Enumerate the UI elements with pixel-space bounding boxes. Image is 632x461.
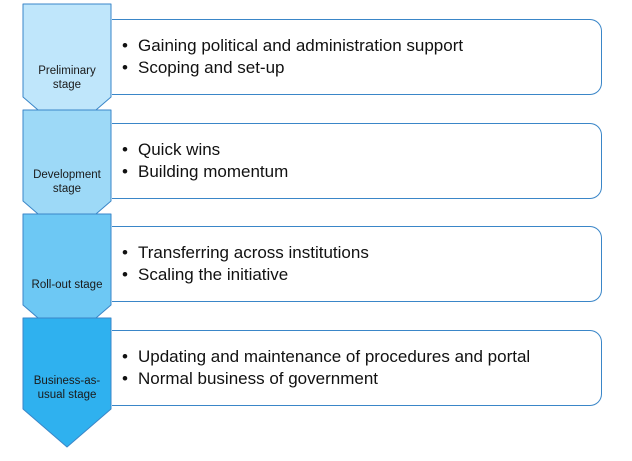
- stage-box-preliminary: Gaining political and administration sup…: [112, 19, 602, 95]
- stage-label-rollout: Roll-out stage: [31, 279, 103, 291]
- bullet-item: Quick wins: [120, 139, 601, 161]
- bullet-item: Updating and maintenance of procedures a…: [120, 346, 601, 368]
- bullet-item: Scoping and set-up: [120, 57, 601, 79]
- bullet-item: Transferring across institutions: [120, 242, 601, 264]
- bullet-item: Building momentum: [120, 161, 601, 183]
- bullet-list: Gaining political and administration sup…: [120, 35, 601, 79]
- stage-label-business-as-usual: Business-as-usual stage: [33, 375, 101, 401]
- stage-chevron-business-as-usual: [22, 317, 112, 448]
- bullet-item: Scaling the initiative: [120, 264, 601, 286]
- bullet-item: Normal business of government: [120, 368, 601, 390]
- bullet-list: Updating and maintenance of procedures a…: [120, 346, 601, 390]
- bullet-item: Gaining political and administration sup…: [120, 35, 601, 57]
- stage-box-development: Quick wins Building momentum: [112, 123, 602, 199]
- bullet-list: Transferring across institutions Scaling…: [120, 242, 601, 286]
- stage-box-rollout: Transferring across institutions Scaling…: [112, 226, 602, 302]
- bullet-list: Quick wins Building momentum: [120, 139, 601, 183]
- stage-box-business-as-usual: Updating and maintenance of procedures a…: [112, 330, 602, 406]
- stage-label-development: Development stage: [33, 169, 101, 195]
- stage-label-preliminary: Preliminary stage: [38, 65, 96, 91]
